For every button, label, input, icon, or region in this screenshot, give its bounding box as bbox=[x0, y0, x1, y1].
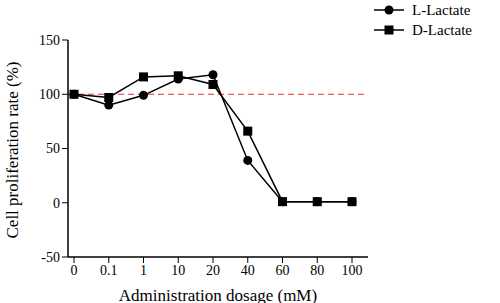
svg-text:Administration dosage (mM): Administration dosage (mM) bbox=[119, 286, 317, 303]
html-text:L-Lactate: L-Lactate bbox=[412, 1, 471, 18]
svg-text:1: 1 bbox=[140, 263, 147, 278]
svg-text:50: 50 bbox=[46, 141, 60, 156]
svg-text:40: 40 bbox=[241, 263, 255, 278]
svg-text:10: 10 bbox=[171, 263, 185, 278]
svg-text:80: 80 bbox=[310, 263, 324, 278]
svg-text:20: 20 bbox=[206, 263, 220, 278]
svg-text:0: 0 bbox=[71, 263, 78, 278]
svg-text:Cell proliferation rate (%): Cell proliferation rate (%) bbox=[8, 61, 22, 238]
svg-text:150: 150 bbox=[39, 33, 60, 48]
svg-text:60: 60 bbox=[276, 263, 290, 278]
svg-text:0.1: 0.1 bbox=[100, 263, 118, 278]
svg-text:100: 100 bbox=[342, 263, 363, 278]
svg-text:0: 0 bbox=[53, 196, 60, 211]
html-text:D-Lactate: D-Lactate bbox=[412, 21, 472, 38]
svg-text:-50: -50 bbox=[41, 250, 60, 265]
svg-text:100: 100 bbox=[39, 87, 60, 102]
